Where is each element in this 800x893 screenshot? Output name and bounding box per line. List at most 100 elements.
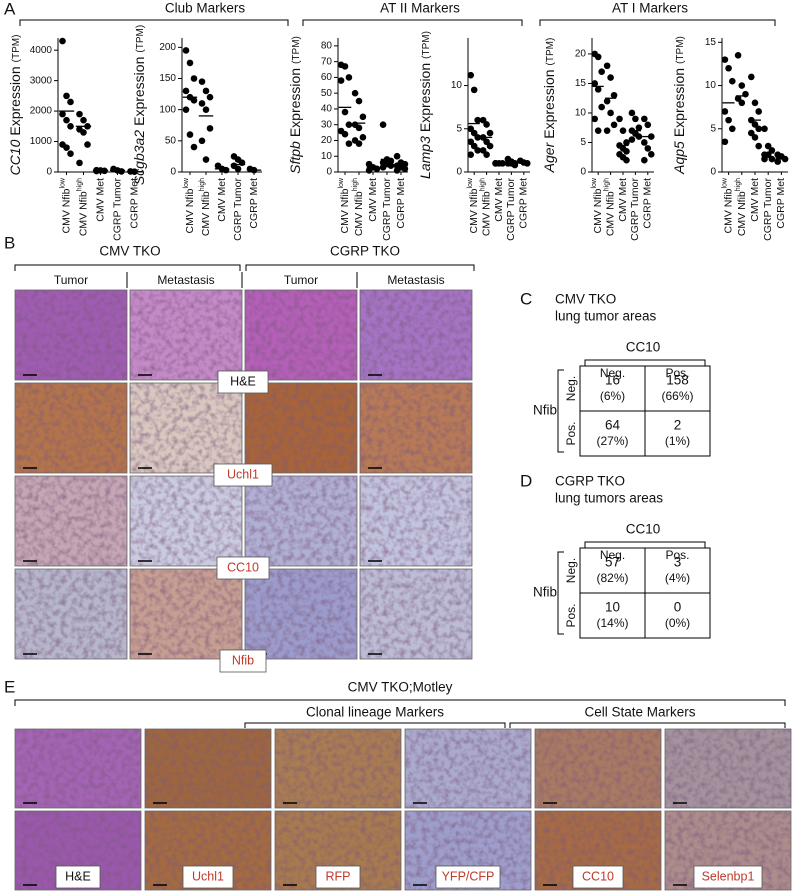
data-point bbox=[774, 158, 782, 165]
data-point bbox=[345, 74, 353, 81]
data-point bbox=[728, 77, 736, 85]
data-point bbox=[198, 137, 206, 145]
bracket bbox=[539, 19, 776, 26]
data-point bbox=[628, 109, 636, 117]
data-point bbox=[182, 106, 190, 113]
data-point bbox=[59, 37, 66, 45]
x-tick-label: CMV Met bbox=[216, 178, 228, 222]
data-point bbox=[393, 167, 401, 174]
y-tick-label: 1000 bbox=[30, 136, 53, 147]
data-point bbox=[186, 131, 194, 138]
data-point bbox=[623, 148, 630, 155]
group-title: CGRP TKO bbox=[330, 244, 400, 259]
y-tick-label: 0 bbox=[46, 167, 52, 178]
data-point bbox=[598, 68, 605, 75]
panel-label: D bbox=[520, 471, 532, 490]
data-point bbox=[63, 144, 70, 151]
table-title: lung tumors areas bbox=[555, 491, 663, 506]
data-point bbox=[345, 140, 353, 147]
x-tick-label: CGRP Tumor bbox=[111, 178, 123, 241]
data-point bbox=[186, 59, 194, 67]
data-point bbox=[355, 97, 363, 105]
bracket bbox=[302, 19, 523, 26]
axis bbox=[181, 38, 262, 173]
x-tick-label: CGRP Met bbox=[128, 178, 140, 229]
data-point bbox=[623, 156, 630, 164]
cell-count: 158 bbox=[666, 373, 689, 388]
stain-label: H&E bbox=[65, 869, 91, 883]
y-tick-label: 150 bbox=[159, 73, 176, 84]
category-text: CMV Nfib bbox=[592, 188, 604, 233]
data-point bbox=[748, 129, 755, 137]
data-point bbox=[511, 161, 519, 169]
y-tick-label: 0 bbox=[326, 167, 332, 178]
y-tick-label: 15 bbox=[575, 78, 587, 89]
y-tick-label: 80 bbox=[321, 41, 333, 52]
data-point bbox=[341, 108, 349, 116]
data-point bbox=[474, 116, 481, 124]
stain-label-box bbox=[315, 865, 361, 889]
stain-label: Uchl1 bbox=[192, 869, 224, 883]
category-sup: high bbox=[604, 178, 611, 191]
data-point bbox=[63, 116, 70, 124]
cell-count: 16 bbox=[605, 373, 620, 388]
data-point bbox=[379, 163, 387, 171]
micrograph-texture bbox=[245, 290, 357, 380]
data-point bbox=[591, 115, 599, 123]
data-point bbox=[603, 127, 611, 134]
category-text: CMV Nfib bbox=[60, 188, 72, 233]
unit: (TPM) bbox=[135, 25, 146, 53]
data-point bbox=[359, 113, 367, 121]
data-point bbox=[641, 156, 648, 164]
data-point bbox=[222, 166, 230, 174]
micrograph-texture bbox=[130, 569, 242, 659]
data-point bbox=[206, 93, 214, 101]
data-point bbox=[748, 73, 755, 81]
data-point bbox=[598, 103, 605, 111]
x-tick-label: CMV Met bbox=[94, 178, 106, 222]
cell-percent: (0%) bbox=[665, 616, 690, 630]
data-point bbox=[641, 139, 648, 146]
data-point bbox=[365, 167, 373, 174]
category-sup: low bbox=[60, 177, 67, 188]
group-title: Club Markers bbox=[165, 1, 246, 16]
data-point bbox=[594, 127, 602, 134]
micrograph-texture bbox=[145, 729, 271, 808]
data-point bbox=[198, 78, 206, 85]
x-tick-label: CMV Nfibhigh bbox=[480, 178, 492, 236]
data-point bbox=[341, 130, 349, 138]
category-text: CMV Nfib bbox=[353, 191, 365, 236]
data-point bbox=[734, 51, 742, 59]
x-tick-label: CGRP Met bbox=[775, 178, 787, 229]
data-point bbox=[59, 110, 66, 118]
data-point bbox=[610, 91, 618, 99]
data-point bbox=[635, 133, 643, 140]
category-text: CMV Nfib bbox=[184, 188, 196, 233]
data-point bbox=[393, 152, 401, 160]
category-sup: low bbox=[592, 177, 599, 188]
data-point bbox=[84, 141, 91, 148]
data-point bbox=[202, 156, 210, 163]
cell-percent: (27%) bbox=[596, 434, 628, 448]
data-point bbox=[341, 63, 349, 70]
label-suffix: Expression bbox=[7, 66, 23, 135]
data-point bbox=[67, 98, 74, 106]
y-tick-label: 5 bbox=[456, 123, 462, 134]
gene-name: Scgb3a2 bbox=[131, 130, 147, 185]
data-point bbox=[76, 110, 83, 118]
data-point bbox=[182, 87, 190, 95]
micrograph-texture bbox=[15, 729, 141, 808]
panel-label: A bbox=[4, 0, 16, 18]
x-tick-label: CMV Nfibhigh bbox=[604, 178, 616, 236]
micrograph-texture bbox=[15, 476, 127, 566]
table-title: CGRP TKO bbox=[555, 474, 625, 489]
data-point bbox=[202, 106, 210, 113]
stain-label-box bbox=[55, 865, 101, 889]
unit: (TPM) bbox=[291, 36, 302, 64]
x-tick-label: CMV Nfiblow bbox=[592, 177, 604, 233]
unit: (TPM) bbox=[545, 38, 556, 66]
data-point bbox=[401, 165, 409, 173]
column-header: Tumor bbox=[284, 273, 318, 287]
x-tick-label: CMV Nfiblow bbox=[338, 177, 350, 233]
x-tick-label: CGRP Tumor bbox=[762, 178, 774, 241]
